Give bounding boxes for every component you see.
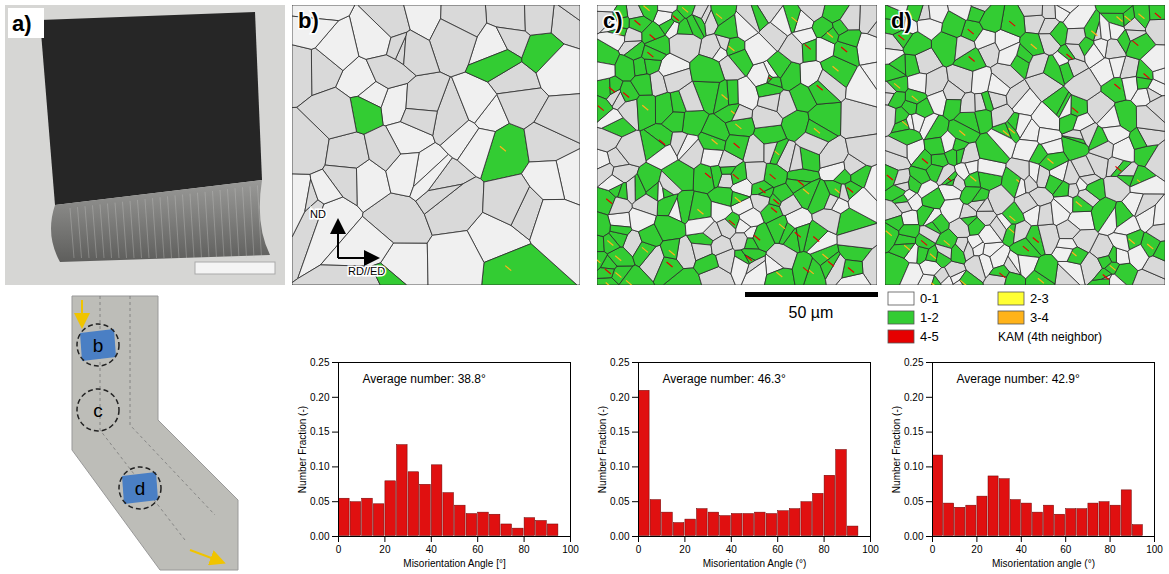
svg-text:0.10: 0.10 [610,461,630,472]
svg-text:d): d) [891,8,912,33]
svg-text:2-3: 2-3 [1030,291,1049,306]
svg-text:a): a) [12,11,32,36]
svg-text:40: 40 [726,544,738,555]
svg-text:0.20: 0.20 [904,392,924,403]
svg-text:100: 100 [862,544,879,555]
svg-text:0: 0 [636,544,642,555]
svg-text:40: 40 [426,544,438,555]
svg-text:0.00: 0.00 [310,531,330,542]
svg-text:ND: ND [310,208,326,220]
svg-text:0.20: 0.20 [310,392,330,403]
svg-text:0.00: 0.00 [904,531,924,542]
svg-text:0.00: 0.00 [610,531,630,542]
svg-text:Number Fraction (-): Number Fraction (-) [297,406,308,493]
svg-text:80: 80 [519,544,531,555]
svg-text:3-4: 3-4 [1030,310,1049,325]
svg-text:Misorientation Angle [°]: Misorientation Angle [°] [403,558,506,569]
svg-text:Number Fraction (-): Number Fraction (-) [891,406,902,493]
svg-text:Number Fraction (-): Number Fraction (-) [597,406,608,493]
svg-text:0-1: 0-1 [920,291,939,306]
svg-text:0.25: 0.25 [310,357,330,368]
svg-text:0.05: 0.05 [310,496,330,507]
svg-text:Average number: 38.8°: Average number: 38.8° [363,372,487,386]
svg-text:0.05: 0.05 [610,496,630,507]
svg-text:0.10: 0.10 [310,461,330,472]
svg-text:Average number: 42.9°: Average number: 42.9° [957,372,1081,386]
svg-text:60: 60 [1060,544,1072,555]
svg-text:Misorientation angle (°): Misorientation angle (°) [992,558,1095,569]
svg-text:80: 80 [819,544,831,555]
svg-text:b): b) [298,8,319,33]
svg-text:0.15: 0.15 [610,426,630,437]
svg-text:d: d [135,478,146,499]
svg-text:0.25: 0.25 [610,357,630,368]
svg-text:0.10: 0.10 [904,461,924,472]
svg-text:1-2: 1-2 [920,310,939,325]
svg-text:b: b [93,335,104,356]
svg-text:0: 0 [930,544,936,555]
svg-text:RD//ED: RD//ED [348,265,385,277]
svg-text:c: c [93,400,103,421]
svg-text:80: 80 [1105,544,1117,555]
svg-text:4-5: 4-5 [920,329,939,344]
svg-text:60: 60 [472,544,484,555]
svg-text:100: 100 [1146,544,1163,555]
svg-text:0.25: 0.25 [904,357,924,368]
svg-text:Misorientation Angle (°): Misorientation Angle (°) [703,558,807,569]
svg-text:0.15: 0.15 [310,426,330,437]
svg-text:60: 60 [772,544,784,555]
svg-text:c): c) [603,8,623,33]
svg-text:0.15: 0.15 [904,426,924,437]
svg-text:100: 100 [562,544,579,555]
svg-text:20: 20 [379,544,391,555]
svg-text:20: 20 [971,544,983,555]
svg-text:0.20: 0.20 [610,392,630,403]
svg-text:20: 20 [679,544,691,555]
svg-text:0: 0 [336,544,342,555]
svg-text:50 µm: 50 µm [789,304,834,321]
svg-text:KAM (4th neighbor): KAM (4th neighbor) [998,330,1102,344]
svg-text:40: 40 [1016,544,1028,555]
svg-text:0.05: 0.05 [904,496,924,507]
svg-text:Average number: 46.3°: Average number: 46.3° [663,372,787,386]
